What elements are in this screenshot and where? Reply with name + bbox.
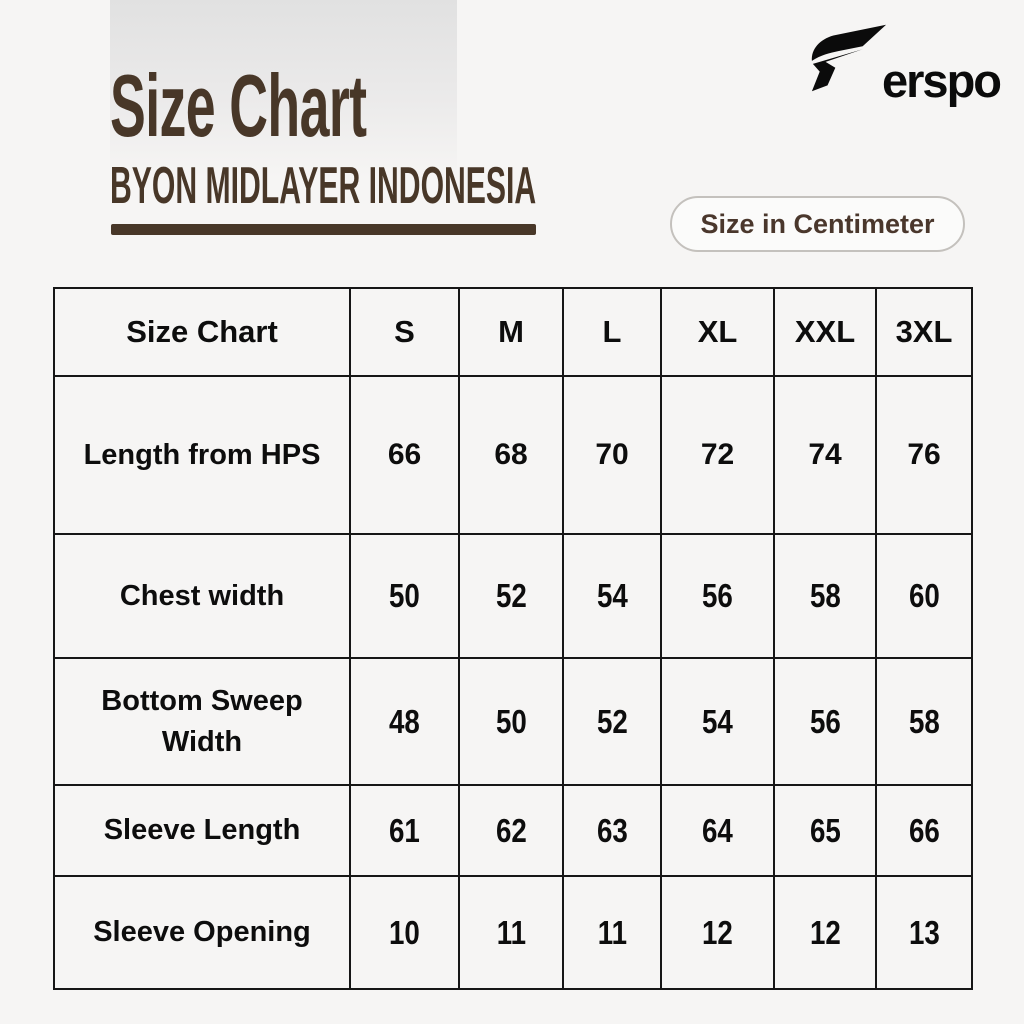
size-value: 54 (702, 702, 733, 740)
size-value: 11 (597, 913, 627, 951)
unit-badge[interactable]: Size in Centimeter (670, 196, 965, 252)
size-value: 66 (387, 438, 422, 471)
size-value: 65 (809, 811, 841, 849)
size-value: 56 (702, 577, 733, 614)
erspo-arrow-icon (811, 24, 887, 92)
size-value-cell: 62 (458, 784, 564, 877)
size-value-cell: 64 (660, 784, 775, 877)
size-value-cell: 50 (349, 533, 460, 659)
row-label: Length from HPS (83, 438, 321, 471)
size-value-cell: 52 (458, 533, 564, 659)
size-value-cell: 65 (773, 784, 877, 877)
row-label-cell: Chest width (53, 533, 351, 659)
table-row: Chest width 50 52 54 56 58 60 (53, 533, 973, 659)
size-value: 62 (495, 811, 527, 849)
size-value: 13 (908, 913, 940, 951)
size-value: 58 (908, 702, 940, 740)
table-row: Sleeve Opening 10 11 11 12 12 13 (53, 875, 973, 990)
size-value-cell: 66 (349, 375, 460, 535)
size-column-header: M (458, 287, 564, 377)
row-label: Sleeve Length (103, 814, 301, 847)
size-value-cell: 12 (773, 875, 877, 990)
size-value: 76 (907, 438, 941, 471)
brand-logo: erspo (808, 22, 1002, 107)
size-value: 10 (389, 913, 420, 951)
size-value: 72 (700, 438, 735, 471)
size-column-header: XL (660, 287, 775, 377)
size-value-cell: 56 (660, 533, 775, 659)
size-value: 66 (908, 811, 940, 849)
size-value: 64 (702, 811, 733, 849)
page-subtitle: BYON MIDLAYER INDONESIA (110, 157, 537, 215)
row-label: Sleeve Opening (93, 916, 311, 949)
size-chart-table: Size Chart S M L XL XXL 3XL Length from HPS 66 6… (53, 287, 973, 990)
row-label-cell: Bottom Sweep Width (53, 657, 351, 786)
size-value: 50 (389, 577, 420, 614)
size-value: 63 (596, 811, 628, 849)
size-value: 56 (809, 702, 841, 740)
row-label-cell: Sleeve Opening (53, 875, 351, 990)
size-value: 12 (809, 913, 841, 951)
header-gradient-panel (110, 0, 457, 178)
size-value: 52 (495, 577, 527, 614)
size-value-cell: 13 (875, 875, 973, 990)
size-value: 52 (596, 702, 628, 740)
table-row: Sleeve Length 61 62 63 64 65 66 (53, 784, 973, 877)
table-row: Length from HPS 66 68 70 72 74 76 (53, 375, 973, 535)
size-value-cell: 66 (875, 784, 973, 877)
size-value-cell: 58 (773, 533, 877, 659)
size-value-cell: 10 (349, 875, 460, 990)
row-label: Chest width (119, 579, 285, 612)
size-value-cell: 11 (562, 875, 662, 990)
size-value: 12 (702, 913, 733, 951)
size-value-cell: 76 (875, 375, 973, 535)
size-value-cell: 52 (562, 657, 662, 786)
size-value-cell: 54 (562, 533, 662, 659)
brand-name: erspo (882, 54, 1002, 107)
size-value-cell: 48 (349, 657, 460, 786)
size-value-cell: 63 (562, 784, 662, 877)
size-column-header: S (349, 287, 460, 377)
page-title: Size Chart (110, 56, 367, 155)
size-value-cell: 50 (458, 657, 564, 786)
size-value-cell: 70 (562, 375, 662, 535)
size-value-cell: 74 (773, 375, 877, 535)
size-value: 54 (596, 577, 628, 614)
size-table-body: Length from HPS 66 68 70 72 74 76 Chest width 50… (53, 375, 973, 990)
size-value-cell: 11 (458, 875, 564, 990)
size-value: 70 (595, 438, 629, 471)
size-value: 11 (496, 913, 526, 951)
size-value-cell: 60 (875, 533, 973, 659)
size-column-header: XXL (773, 287, 877, 377)
row-label-cell: Length from HPS (53, 375, 351, 535)
title-underline (111, 224, 536, 235)
size-table-header-row: Size Chart S M L XL XXL 3XL (53, 287, 973, 377)
size-value: 50 (495, 702, 527, 740)
size-value-cell: 56 (773, 657, 877, 786)
size-value: 61 (389, 811, 420, 849)
size-value-cell: 61 (349, 784, 460, 877)
size-value-cell: 58 (875, 657, 973, 786)
size-column-header: L (562, 287, 662, 377)
row-label: Bottom Sweep Width (101, 684, 303, 758)
table-row: Bottom Sweep Width 48 50 52 54 56 58 (53, 657, 973, 786)
table-corner-header: Size Chart (53, 287, 351, 377)
row-label-cell: Sleeve Length (53, 784, 351, 877)
size-value: 58 (809, 577, 841, 614)
size-value: 68 (494, 438, 528, 471)
size-column-header: 3XL (875, 287, 973, 377)
size-value-cell: 68 (458, 375, 564, 535)
size-value: 74 (808, 438, 842, 471)
size-value-cell: 12 (660, 875, 775, 990)
size-value: 48 (389, 702, 420, 740)
size-value-cell: 72 (660, 375, 775, 535)
size-value-cell: 54 (660, 657, 775, 786)
size-value: 60 (908, 577, 940, 614)
